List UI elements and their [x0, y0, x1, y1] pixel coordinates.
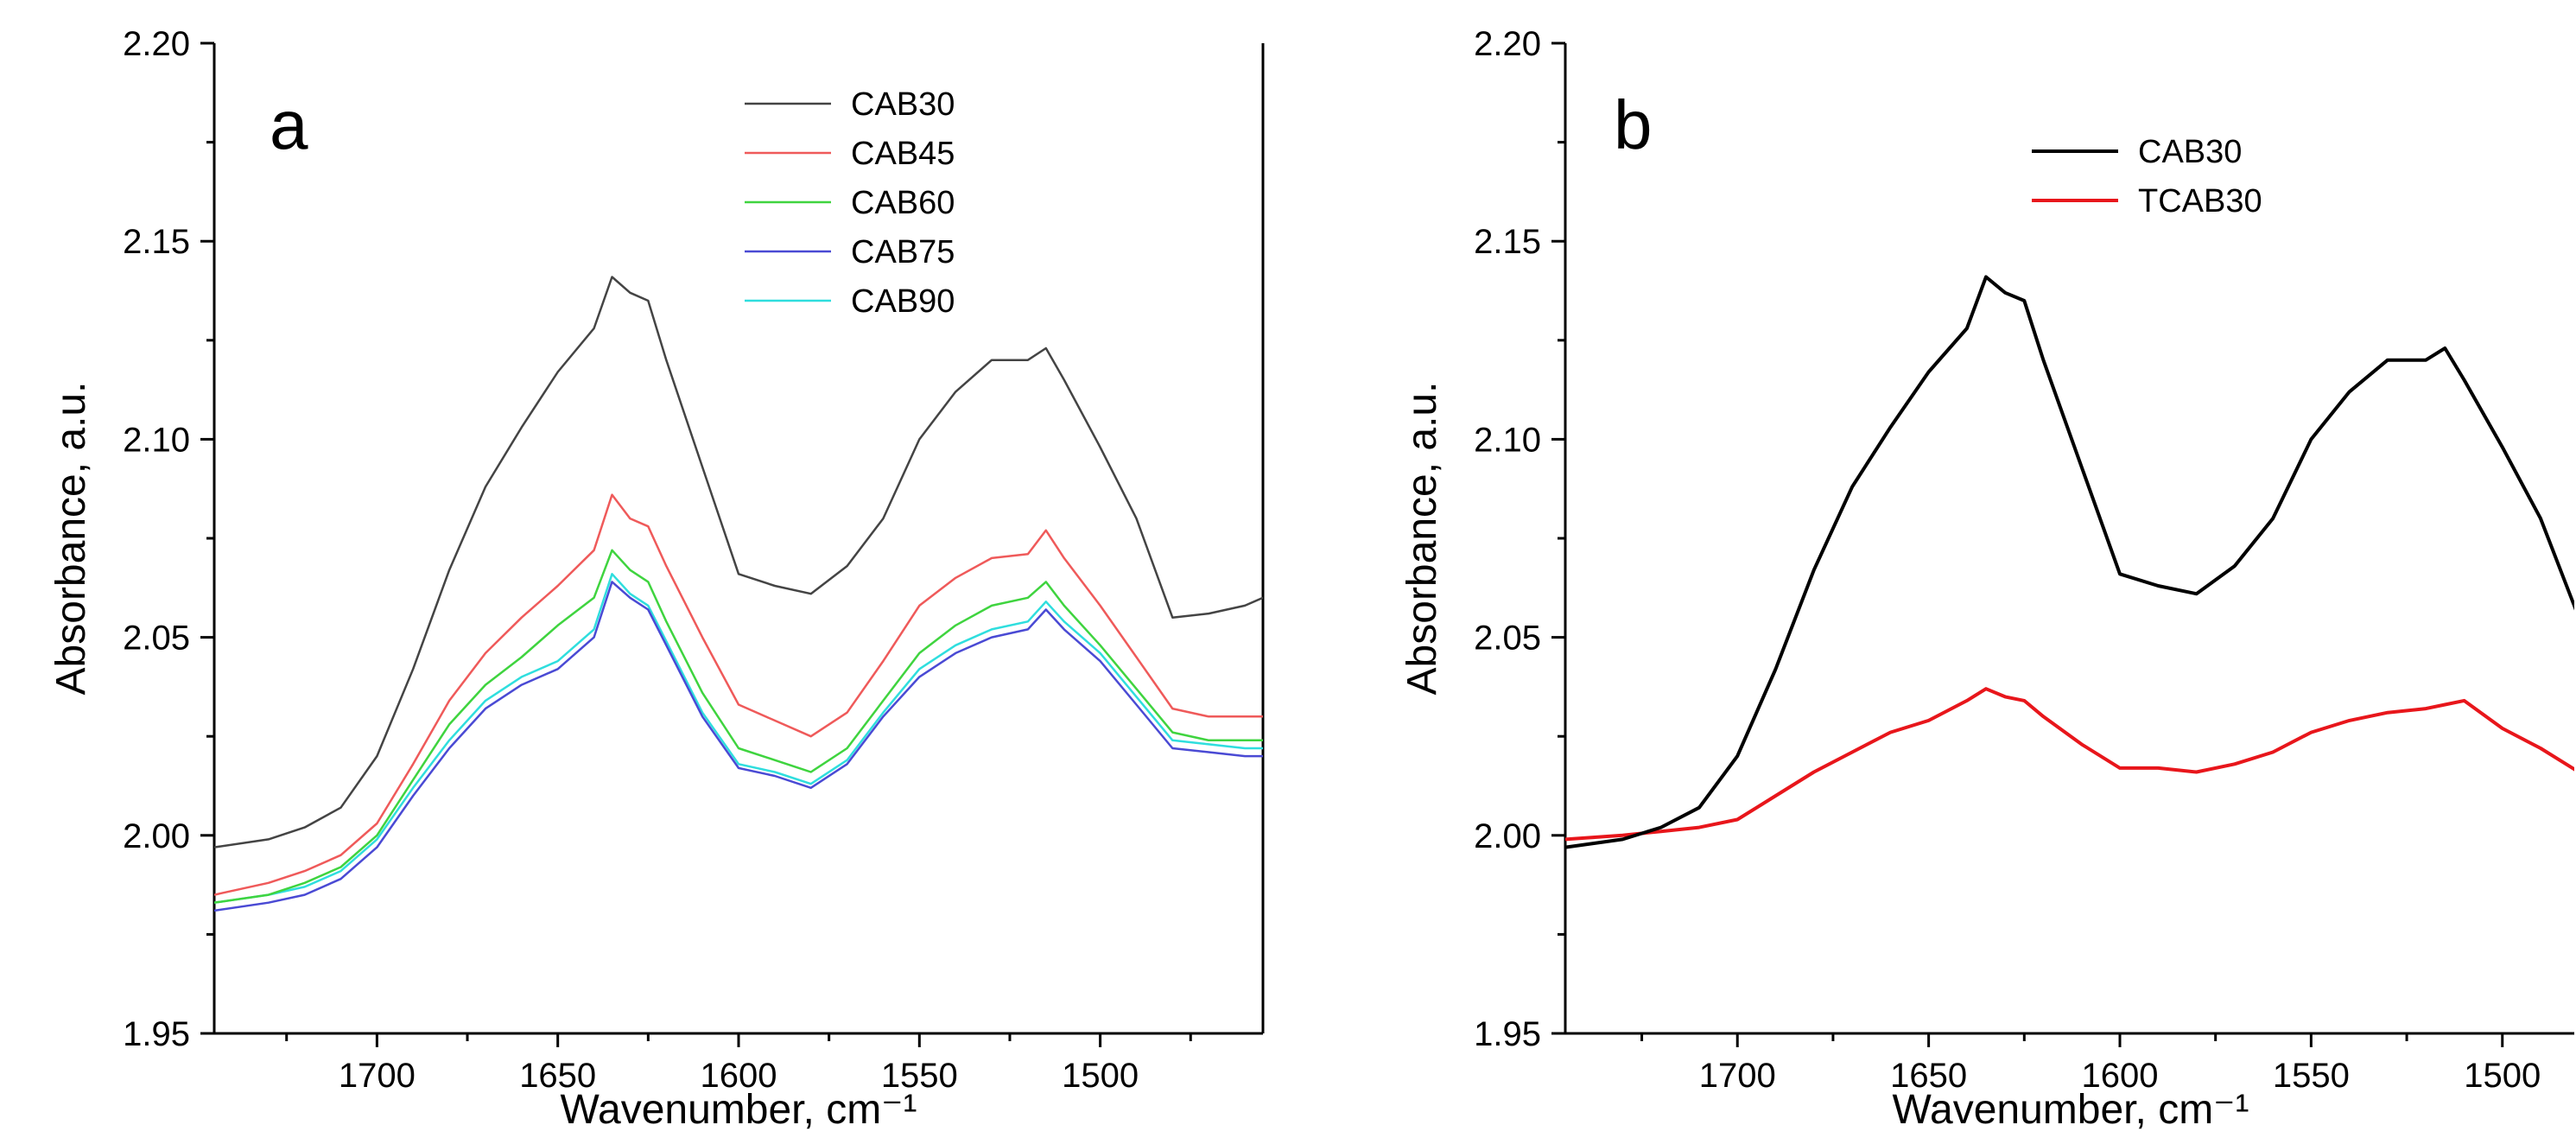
- x-tick-label: 1650: [1890, 1057, 1967, 1095]
- y-axis-title: Absorbance, a.u.: [48, 382, 94, 696]
- x-tick-label: 1550: [2273, 1057, 2350, 1095]
- legend-label-cab90: CAB90: [851, 283, 955, 320]
- y-tick-label: 1.95: [123, 1015, 190, 1053]
- y-tick-label: 1.95: [1474, 1015, 1541, 1053]
- series-line-cab45: [214, 493, 1263, 896]
- x-tick-label: 1500: [1062, 1057, 1139, 1095]
- legend-label-tcab30: TCAB30: [2138, 183, 2262, 219]
- x-axis-title: Wavenumber, cm⁻¹: [561, 1087, 917, 1133]
- series-line-cab30: [1565, 275, 2574, 849]
- panel-label: a: [270, 86, 308, 163]
- x-axis-title: Wavenumber, cm⁻¹: [1893, 1087, 2249, 1133]
- y-tick-label: 2.00: [1474, 817, 1541, 855]
- x-tick-label: 1550: [881, 1057, 958, 1095]
- chart-panel-b: 1.95 2.00 2.05 2.10 2.15 2.20 1700 1650 1600 1550…: [1399, 25, 2574, 1133]
- legend-label-cab45: CAB45: [851, 136, 955, 172]
- y-tick-label: 2.20: [123, 25, 190, 63]
- x-tick-label: 1600: [701, 1057, 777, 1095]
- y-tick-label: 2.05: [1474, 620, 1541, 658]
- x-tick-label: 1500: [2464, 1057, 2541, 1095]
- legend-label-cab30: CAB30: [2138, 134, 2242, 170]
- y-tick-label: 2.05: [123, 620, 190, 658]
- series-line-cab30: [214, 276, 1263, 848]
- y-tick-label: 2.00: [123, 817, 190, 855]
- legend-label-cab30: CAB30: [851, 86, 955, 123]
- x-tick-label: 1700: [1699, 1057, 1776, 1095]
- y-tick-label: 2.20: [1474, 25, 1541, 63]
- y-tick-label: 2.10: [1474, 421, 1541, 459]
- legend-label-cab75: CAB75: [851, 234, 955, 270]
- y-axis-title: Absorbance, a.u.: [1399, 382, 1445, 696]
- y-tick-label: 2.10: [123, 421, 190, 459]
- panel-label: b: [1614, 86, 1653, 163]
- y-tick-label: 2.15: [123, 223, 190, 261]
- series-line-cab60: [214, 549, 1263, 904]
- series-line-cab75: [214, 581, 1263, 912]
- series-line-tcab30: [1565, 687, 2574, 842]
- x-tick-label: 1600: [2082, 1057, 2159, 1095]
- series-line-cab90: [214, 573, 1263, 904]
- chart-panel-a: 1.95 2.00 2.05 2.10 2.15 2.20 1700 1650 1600 1550…: [48, 25, 1265, 1133]
- x-tick-label: 1650: [519, 1057, 596, 1095]
- legend-label-cab60: CAB60: [851, 185, 955, 221]
- x-tick-label: 1700: [339, 1057, 416, 1095]
- y-tick-label: 2.15: [1474, 223, 1541, 261]
